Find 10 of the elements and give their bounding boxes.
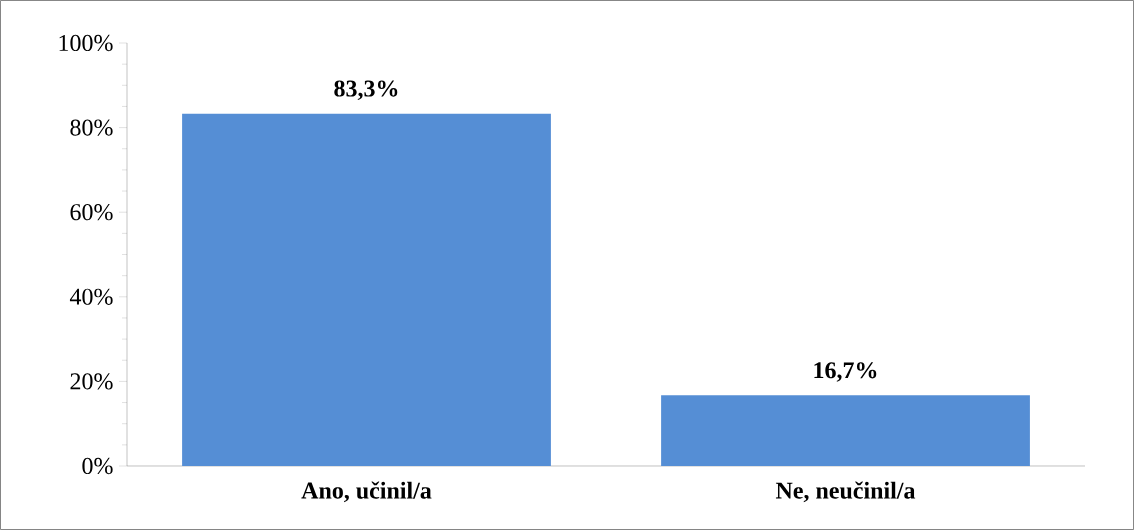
data-label: 16,7% xyxy=(814,362,877,382)
y-tick-label: 80% xyxy=(70,119,113,136)
x-tick-label: Ne, neučinil/a xyxy=(775,481,916,503)
y-tick-label: 60% xyxy=(70,204,113,221)
y-tick-label: 100% xyxy=(59,34,113,52)
x-tick-label: Ano, učinil/a xyxy=(301,481,432,503)
data-label: 83,3% xyxy=(334,80,398,101)
y-tick-label: 20% xyxy=(70,373,113,390)
y-tick-label: 40% xyxy=(69,288,113,305)
y-tick-label: 0% xyxy=(82,457,113,475)
